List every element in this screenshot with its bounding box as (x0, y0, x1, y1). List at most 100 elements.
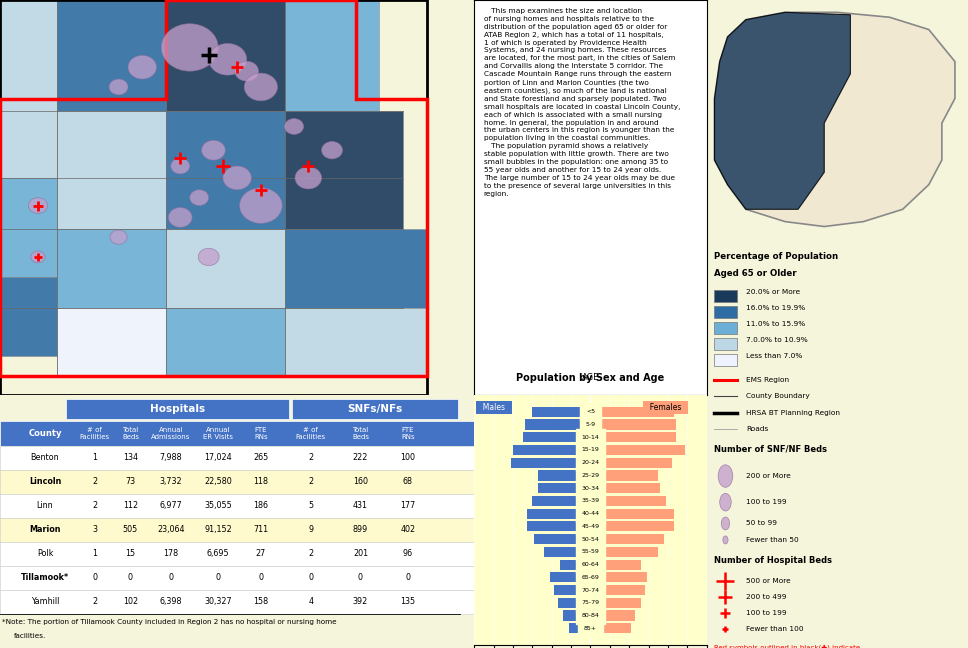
Bar (0, 421, 474, 446)
Bar (590, 597, 641, 608)
Polygon shape (285, 111, 403, 229)
Text: 75-79: 75-79 (582, 600, 599, 605)
Bar (590, 534, 664, 544)
Bar (511, 457, 590, 468)
Text: Lincoln: Lincoln (29, 478, 61, 487)
Circle shape (209, 43, 247, 75)
Text: 899: 899 (353, 526, 368, 535)
Bar (0, 470, 474, 494)
Circle shape (110, 230, 127, 244)
Circle shape (321, 141, 343, 159)
Text: 70-74: 70-74 (582, 588, 599, 593)
Text: Fewer than 100: Fewer than 100 (746, 626, 803, 632)
Text: Females: Females (645, 403, 685, 411)
Text: 9: 9 (308, 526, 314, 535)
Text: 65-69: 65-69 (582, 575, 599, 580)
Bar (590, 470, 658, 481)
Text: 2: 2 (308, 550, 314, 559)
Circle shape (721, 517, 730, 530)
Bar (0, 566, 474, 590)
Text: 200 to 499: 200 to 499 (746, 594, 786, 600)
Text: 711: 711 (254, 526, 268, 535)
Polygon shape (166, 0, 285, 111)
Circle shape (28, 198, 47, 213)
Text: # of
Facilities: # of Facilities (79, 426, 110, 440)
Text: Number of Hospital Beds: Number of Hospital Beds (714, 556, 832, 565)
Text: 3: 3 (92, 526, 98, 535)
Text: 60-64: 60-64 (582, 562, 599, 567)
Text: Aged 65 or Older: Aged 65 or Older (714, 269, 797, 278)
Bar (534, 534, 590, 544)
Text: Fewer than 50: Fewer than 50 (746, 537, 799, 543)
Text: Linn: Linn (37, 502, 53, 511)
Text: Total
Beds: Total Beds (352, 426, 369, 440)
Text: 16.0% to 19.9%: 16.0% to 19.9% (746, 305, 805, 311)
Text: 73: 73 (126, 478, 136, 487)
Bar (558, 597, 590, 608)
Bar (590, 445, 685, 455)
Polygon shape (285, 308, 427, 376)
Text: SNFs/NFs: SNFs/NFs (348, 404, 403, 414)
Text: 5-9: 5-9 (586, 422, 595, 427)
Bar (590, 572, 647, 583)
Bar (569, 623, 590, 634)
Bar (563, 610, 590, 621)
Text: 100: 100 (401, 454, 415, 462)
Text: Polk: Polk (37, 550, 53, 559)
Text: Annual
ER Visits: Annual ER Visits (203, 426, 233, 440)
Text: 23,064: 23,064 (157, 526, 185, 535)
Text: 0: 0 (216, 573, 221, 583)
Text: 1: 1 (92, 550, 98, 559)
Bar (590, 521, 674, 531)
Bar (544, 547, 590, 557)
Text: # of
Facilities: # of Facilities (295, 426, 326, 440)
Circle shape (285, 119, 304, 134)
Polygon shape (714, 12, 954, 227)
Text: 4: 4 (308, 597, 314, 607)
Text: 20-24: 20-24 (582, 460, 599, 465)
Text: Benton: Benton (31, 454, 59, 462)
Bar (590, 407, 674, 417)
Text: 85+: 85+ (584, 626, 597, 631)
Text: Males: Males (478, 403, 510, 411)
Text: 7,988: 7,988 (160, 454, 182, 462)
Circle shape (718, 465, 733, 487)
Bar (590, 432, 676, 443)
Bar (714, 322, 737, 334)
Text: 0: 0 (168, 573, 173, 583)
Text: 6,398: 6,398 (160, 597, 182, 607)
Text: Number of SNF/NF Beds: Number of SNF/NF Beds (714, 445, 828, 454)
Text: 158: 158 (254, 597, 268, 607)
Bar (590, 419, 676, 430)
Bar (523, 432, 590, 443)
Polygon shape (57, 111, 166, 229)
Bar (590, 585, 645, 596)
Text: 30,327: 30,327 (204, 597, 232, 607)
Bar (590, 457, 672, 468)
Polygon shape (285, 229, 427, 308)
Text: Total
Beds: Total Beds (122, 426, 139, 440)
Text: 118: 118 (254, 478, 268, 487)
Polygon shape (0, 178, 57, 277)
Polygon shape (0, 277, 57, 356)
Text: Hospitals: Hospitals (150, 404, 205, 414)
Text: 0: 0 (128, 573, 133, 583)
Text: 2: 2 (92, 597, 98, 607)
Bar (0, 542, 474, 566)
Text: 0: 0 (308, 573, 314, 583)
Bar (714, 354, 737, 366)
Text: 100 to 199: 100 to 199 (746, 499, 786, 505)
Circle shape (723, 536, 728, 544)
Bar (714, 290, 737, 302)
Text: 177: 177 (401, 502, 415, 511)
Bar (590, 509, 674, 519)
Text: 2: 2 (308, 478, 314, 487)
Text: Tillamook*: Tillamook* (21, 573, 69, 583)
Circle shape (244, 73, 278, 101)
Polygon shape (166, 111, 285, 229)
Text: HRSA BT Planning Region: HRSA BT Planning Region (746, 410, 840, 415)
Text: 222: 222 (352, 454, 368, 462)
Polygon shape (0, 0, 57, 178)
Polygon shape (57, 0, 166, 111)
Text: 134: 134 (123, 454, 137, 462)
